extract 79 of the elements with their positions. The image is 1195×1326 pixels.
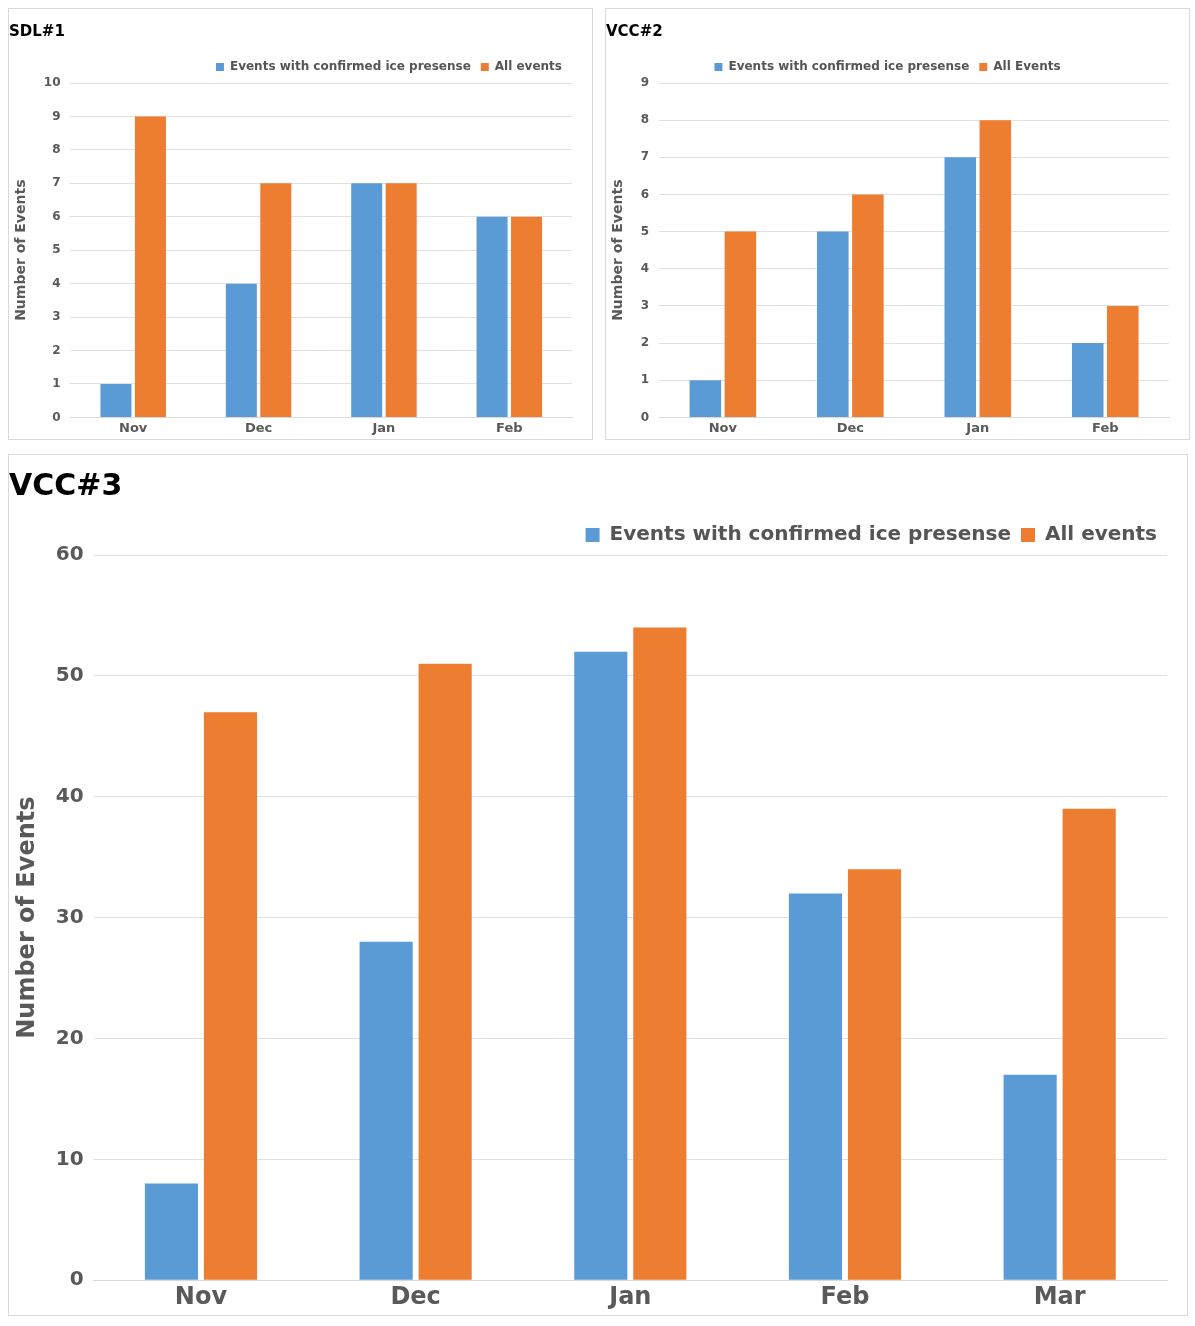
y-tick-label: 4 xyxy=(52,275,61,290)
bar xyxy=(144,1183,199,1280)
x-tick-label: Nov xyxy=(174,1281,228,1310)
x-tick-label: Dec xyxy=(836,419,865,435)
x-tick-label: Nov xyxy=(708,419,738,435)
y-tick-label: 0 xyxy=(640,409,650,424)
y-tick-label: 10 xyxy=(55,1145,84,1170)
chart-title: SDL#1 xyxy=(9,21,65,40)
y-tick-label: 8 xyxy=(52,142,61,157)
y-tick-label: 20 xyxy=(55,1024,84,1049)
chart-title: VCC#2 xyxy=(606,21,663,40)
bar xyxy=(689,380,722,417)
bar xyxy=(847,869,902,1280)
y-tick-label: 10 xyxy=(43,75,61,90)
y-tick-label: 60 xyxy=(55,541,84,566)
legend-label: Events with confirmed ice presense xyxy=(609,521,1011,546)
y-axis-title: Number of Events xyxy=(609,179,626,321)
y-tick-label: 0 xyxy=(69,1266,84,1291)
bar xyxy=(574,651,628,1280)
y-tick-label: 1 xyxy=(52,376,61,391)
bar xyxy=(944,157,977,417)
bar xyxy=(351,183,383,417)
x-tick-label: Feb xyxy=(496,419,523,435)
bar xyxy=(1107,305,1139,417)
bar xyxy=(724,231,757,417)
bar xyxy=(359,941,413,1280)
bar xyxy=(100,383,132,417)
bar xyxy=(1071,343,1104,417)
x-tick-label: Feb xyxy=(820,1281,870,1310)
bar xyxy=(817,231,849,417)
y-axis-title: Number of Events xyxy=(12,179,29,321)
y-tick-label: 9 xyxy=(52,108,61,123)
legend-label: All events xyxy=(1044,521,1158,546)
y-tick-label: 9 xyxy=(640,75,650,90)
x-tick-label: Jan xyxy=(965,419,990,435)
y-tick-label: 7 xyxy=(640,149,650,164)
y-tick-label: 30 xyxy=(55,903,84,928)
x-tick-label: Nov xyxy=(119,419,148,435)
x-tick-label: Mar xyxy=(1033,1281,1086,1310)
y-tick-label: 6 xyxy=(640,186,650,201)
y-tick-label: 3 xyxy=(52,309,61,324)
y-tick-label: 2 xyxy=(52,342,61,357)
y-tick-label: 6 xyxy=(52,208,61,223)
x-tick-label: Dec xyxy=(390,1281,441,1310)
y-tick-label: 5 xyxy=(640,223,650,238)
y-tick-label: 0 xyxy=(52,409,61,424)
x-tick-label: Jan xyxy=(371,419,396,435)
y-tick-label: 40 xyxy=(55,782,84,807)
bar xyxy=(511,216,543,417)
bar xyxy=(979,120,1012,417)
y-tick-label: 4 xyxy=(640,260,650,275)
chart-title: VCC#3 xyxy=(9,466,123,502)
bar xyxy=(852,194,884,417)
bar xyxy=(1003,1074,1057,1280)
bar xyxy=(385,183,417,417)
bar xyxy=(225,283,257,417)
bar xyxy=(134,116,166,417)
y-tick-label: 1 xyxy=(640,372,650,387)
bar xyxy=(260,183,292,417)
y-tick-label: 8 xyxy=(640,112,650,127)
x-tick-label: Jan xyxy=(607,1281,652,1310)
bar xyxy=(788,893,843,1280)
y-tick-label: 7 xyxy=(52,175,61,190)
y-tick-label: 5 xyxy=(52,242,61,257)
legend-label: All events xyxy=(494,59,563,74)
bar xyxy=(418,663,472,1280)
y-tick-label: 3 xyxy=(640,298,650,313)
bar xyxy=(1062,808,1116,1280)
y-tick-label: 50 xyxy=(55,662,84,687)
legend-label: All Events xyxy=(993,59,1061,74)
x-tick-label: Feb xyxy=(1092,419,1119,435)
legend-label: Events with confirmed ice presense xyxy=(728,59,970,74)
bar xyxy=(203,712,258,1280)
y-axis-title: Number of Events xyxy=(11,796,40,1039)
bar xyxy=(633,627,687,1280)
bar xyxy=(476,216,508,417)
legend-label: Events with confirmed ice presense xyxy=(229,59,471,74)
y-tick-label: 2 xyxy=(640,335,650,350)
x-tick-label: Dec xyxy=(244,419,273,435)
